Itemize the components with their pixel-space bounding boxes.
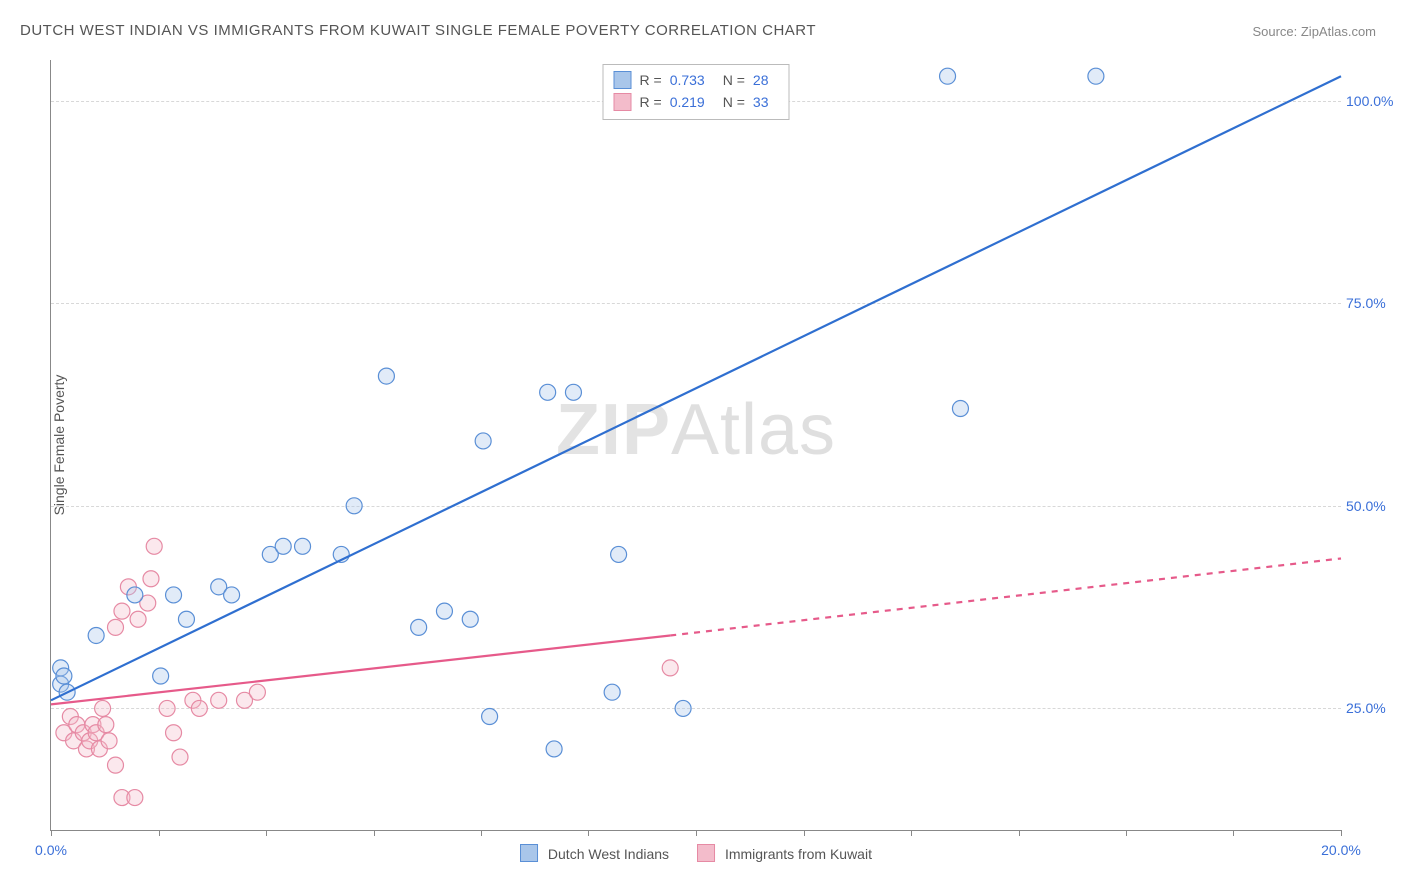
scatter-point-a — [565, 384, 581, 400]
scatter-point-a — [224, 587, 240, 603]
scatter-point-b — [108, 757, 124, 773]
scatter-point-a — [611, 546, 627, 562]
x-tick — [481, 830, 482, 836]
legend-label-b: Immigrants from Kuwait — [725, 846, 872, 862]
series-legend: Dutch West Indians Immigrants from Kuwai… — [520, 844, 872, 862]
scatter-point-a — [675, 700, 691, 716]
x-tick — [374, 830, 375, 836]
x-tick — [266, 830, 267, 836]
scatter-point-b — [98, 717, 114, 733]
legend-swatch-a2 — [520, 844, 538, 862]
scatter-point-b — [166, 725, 182, 741]
scatter-point-b — [101, 733, 117, 749]
scatter-point-a — [604, 684, 620, 700]
scatter-point-a — [178, 611, 194, 627]
scatter-point-a — [436, 603, 452, 619]
scatter-point-b — [159, 700, 175, 716]
trend-line — [670, 558, 1341, 635]
x-tick-label-min: 0.0% — [35, 842, 67, 858]
scatter-point-a — [462, 611, 478, 627]
scatter-point-a — [482, 709, 498, 725]
y-tick-label: 50.0% — [1346, 498, 1401, 514]
scatter-point-b — [114, 603, 130, 619]
legend-swatch-b2 — [697, 844, 715, 862]
x-tick — [1019, 830, 1020, 836]
scatter-point-a — [952, 401, 968, 417]
x-tick — [159, 830, 160, 836]
scatter-point-b — [662, 660, 678, 676]
scatter-point-b — [211, 692, 227, 708]
x-tick-label-max: 20.0% — [1321, 842, 1361, 858]
scatter-point-b — [146, 538, 162, 554]
source-label: Source: ZipAtlas.com — [1252, 24, 1376, 39]
scatter-point-a — [1088, 68, 1104, 84]
scatter-point-a — [275, 538, 291, 554]
scatter-point-a — [475, 433, 491, 449]
legend-label-a: Dutch West Indians — [548, 846, 669, 862]
scatter-point-a — [411, 619, 427, 635]
scatter-point-a — [940, 68, 956, 84]
trend-line — [51, 635, 670, 704]
scatter-point-a — [153, 668, 169, 684]
chart-title: DUTCH WEST INDIAN VS IMMIGRANTS FROM KUW… — [20, 22, 816, 39]
scatter-point-b — [249, 684, 265, 700]
scatter-point-b — [108, 619, 124, 635]
scatter-point-a — [88, 627, 104, 643]
scatter-point-a — [166, 587, 182, 603]
x-tick — [911, 830, 912, 836]
y-tick-label: 100.0% — [1346, 93, 1401, 109]
scatter-point-b — [172, 749, 188, 765]
trend-line — [51, 76, 1341, 700]
x-tick — [51, 830, 52, 836]
scatter-point-b — [95, 700, 111, 716]
scatter-point-a — [378, 368, 394, 384]
x-tick — [696, 830, 697, 836]
legend-item-b: Immigrants from Kuwait — [697, 844, 872, 862]
scatter-point-a — [546, 741, 562, 757]
y-tick-label: 25.0% — [1346, 700, 1401, 716]
x-tick — [1341, 830, 1342, 836]
scatter-point-a — [540, 384, 556, 400]
scatter-point-a — [56, 668, 72, 684]
x-tick — [804, 830, 805, 836]
x-tick — [588, 830, 589, 836]
x-tick — [1126, 830, 1127, 836]
scatter-point-b — [127, 790, 143, 806]
scatter-point-b — [191, 700, 207, 716]
y-tick-label: 75.0% — [1346, 295, 1401, 311]
scatter-point-a — [127, 587, 143, 603]
scatter-point-b — [143, 571, 159, 587]
chart-svg — [51, 60, 1341, 830]
scatter-point-b — [130, 611, 146, 627]
x-tick — [1233, 830, 1234, 836]
scatter-point-a — [295, 538, 311, 554]
legend-item-a: Dutch West Indians — [520, 844, 669, 862]
plot-area: Single Female Poverty ZIPAtlas 25.0%50.0… — [50, 60, 1341, 831]
scatter-point-a — [346, 498, 362, 514]
